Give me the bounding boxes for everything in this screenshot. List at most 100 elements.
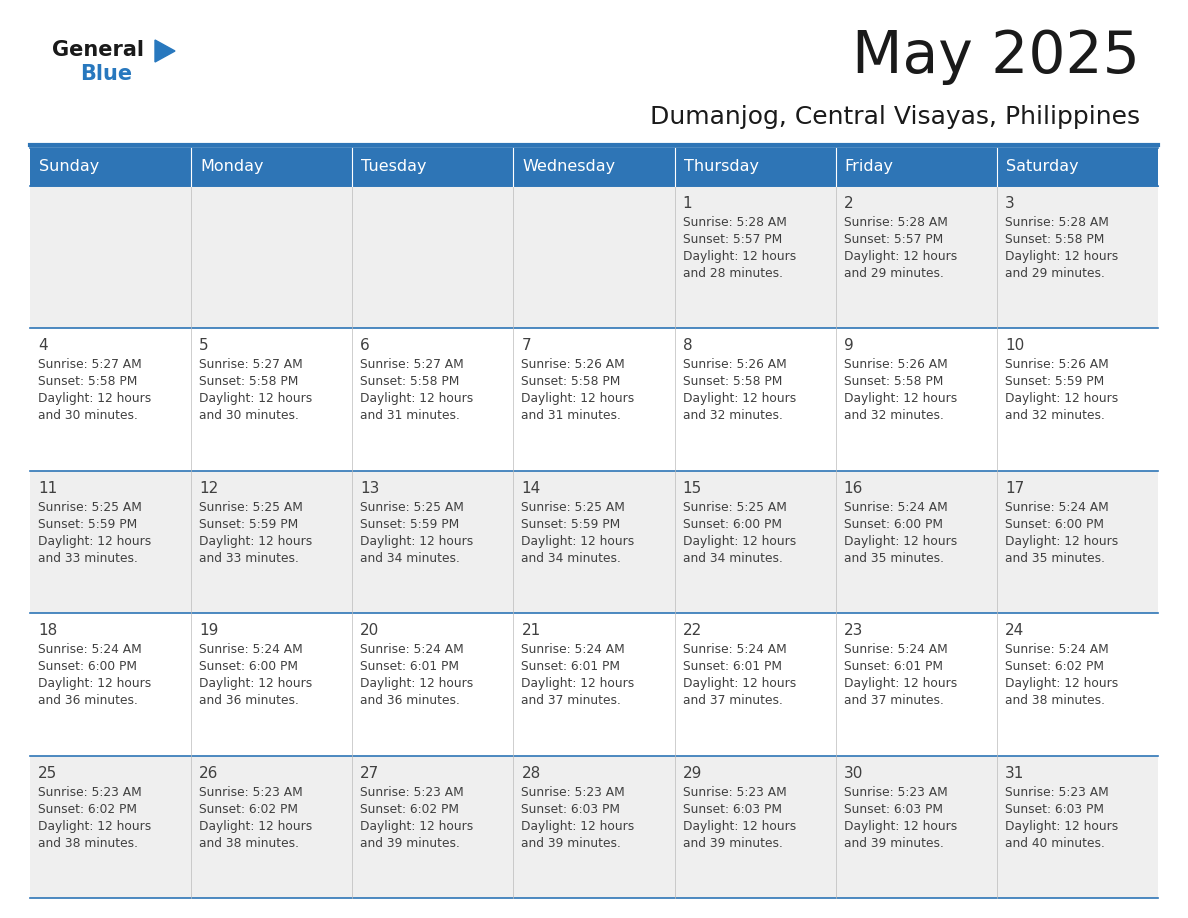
Text: 15: 15 (683, 481, 702, 496)
Text: Sunset: 5:59 PM: Sunset: 5:59 PM (200, 518, 298, 531)
Text: Sunset: 6:00 PM: Sunset: 6:00 PM (200, 660, 298, 673)
Bar (997, 186, 1158, 329)
Text: Sunrise: 5:26 AM: Sunrise: 5:26 AM (522, 358, 625, 372)
Text: Sunrise: 5:24 AM: Sunrise: 5:24 AM (683, 644, 786, 656)
Text: Sunset: 6:01 PM: Sunset: 6:01 PM (360, 660, 460, 673)
Text: Sunset: 5:59 PM: Sunset: 5:59 PM (38, 518, 138, 531)
Bar (835, 756, 997, 898)
Text: Sunrise: 5:23 AM: Sunrise: 5:23 AM (200, 786, 303, 799)
Text: Daylight: 12 hours: Daylight: 12 hours (522, 392, 634, 406)
Text: and 29 minutes.: and 29 minutes. (1005, 267, 1105, 280)
Text: Blue: Blue (80, 64, 132, 84)
Text: 14: 14 (522, 481, 541, 496)
Text: Daylight: 12 hours: Daylight: 12 hours (843, 250, 958, 263)
Bar (30, 471, 191, 613)
Text: Sunset: 6:02 PM: Sunset: 6:02 PM (38, 802, 137, 815)
Bar (353, 471, 513, 613)
Text: Sunrise: 5:28 AM: Sunrise: 5:28 AM (1005, 216, 1108, 229)
Text: 25: 25 (38, 766, 57, 780)
Text: Dumanjog, Central Visayas, Philippines: Dumanjog, Central Visayas, Philippines (650, 105, 1140, 129)
Text: Sunset: 6:03 PM: Sunset: 6:03 PM (683, 802, 782, 815)
Bar (513, 329, 675, 471)
Text: and 39 minutes.: and 39 minutes. (843, 836, 943, 849)
Text: Daylight: 12 hours: Daylight: 12 hours (683, 392, 796, 406)
Text: 12: 12 (200, 481, 219, 496)
Text: Sunrise: 5:28 AM: Sunrise: 5:28 AM (683, 216, 786, 229)
Text: Sunrise: 5:24 AM: Sunrise: 5:24 AM (843, 501, 948, 514)
Bar (353, 613, 513, 756)
Text: Sunrise: 5:23 AM: Sunrise: 5:23 AM (843, 786, 948, 799)
Text: Friday: Friday (845, 160, 893, 174)
Text: 9: 9 (843, 339, 853, 353)
Text: Daylight: 12 hours: Daylight: 12 hours (1005, 392, 1118, 406)
Bar (997, 148, 1158, 186)
Text: 31: 31 (1005, 766, 1024, 780)
Text: Sunset: 6:01 PM: Sunset: 6:01 PM (522, 660, 620, 673)
Text: Daylight: 12 hours: Daylight: 12 hours (1005, 535, 1118, 548)
Bar (353, 329, 513, 471)
Text: Daylight: 12 hours: Daylight: 12 hours (683, 535, 796, 548)
Text: 1: 1 (683, 196, 693, 211)
Text: 19: 19 (200, 623, 219, 638)
Text: Sunset: 5:59 PM: Sunset: 5:59 PM (360, 518, 460, 531)
Text: Sunset: 5:58 PM: Sunset: 5:58 PM (1005, 233, 1104, 246)
Bar (835, 329, 997, 471)
Bar (513, 471, 675, 613)
Text: Sunset: 6:03 PM: Sunset: 6:03 PM (1005, 802, 1104, 815)
Bar (675, 186, 835, 329)
Text: Sunrise: 5:23 AM: Sunrise: 5:23 AM (683, 786, 786, 799)
Text: and 36 minutes.: and 36 minutes. (38, 694, 138, 707)
Text: Sunset: 6:02 PM: Sunset: 6:02 PM (200, 802, 298, 815)
Text: and 37 minutes.: and 37 minutes. (522, 694, 621, 707)
Text: Sunrise: 5:27 AM: Sunrise: 5:27 AM (38, 358, 141, 372)
Text: 4: 4 (38, 339, 48, 353)
Text: Sunrise: 5:24 AM: Sunrise: 5:24 AM (843, 644, 948, 656)
Text: and 31 minutes.: and 31 minutes. (360, 409, 460, 422)
Text: 28: 28 (522, 766, 541, 780)
Text: Daylight: 12 hours: Daylight: 12 hours (38, 535, 151, 548)
Text: Sunset: 5:59 PM: Sunset: 5:59 PM (1005, 375, 1104, 388)
Text: Sunset: 5:58 PM: Sunset: 5:58 PM (200, 375, 298, 388)
Text: Sunrise: 5:28 AM: Sunrise: 5:28 AM (843, 216, 948, 229)
Text: Daylight: 12 hours: Daylight: 12 hours (1005, 250, 1118, 263)
Text: 2: 2 (843, 196, 853, 211)
Text: Sunrise: 5:24 AM: Sunrise: 5:24 AM (360, 644, 465, 656)
Polygon shape (154, 40, 175, 62)
Bar (513, 186, 675, 329)
Text: Daylight: 12 hours: Daylight: 12 hours (1005, 820, 1118, 833)
Text: Daylight: 12 hours: Daylight: 12 hours (522, 820, 634, 833)
Text: and 32 minutes.: and 32 minutes. (1005, 409, 1105, 422)
Text: and 30 minutes.: and 30 minutes. (38, 409, 138, 422)
Text: Sunrise: 5:24 AM: Sunrise: 5:24 AM (38, 644, 141, 656)
Text: Daylight: 12 hours: Daylight: 12 hours (683, 820, 796, 833)
Text: Sunrise: 5:25 AM: Sunrise: 5:25 AM (522, 501, 625, 514)
Text: and 32 minutes.: and 32 minutes. (843, 409, 943, 422)
Text: Sunrise: 5:25 AM: Sunrise: 5:25 AM (360, 501, 465, 514)
Bar (675, 471, 835, 613)
Text: Daylight: 12 hours: Daylight: 12 hours (360, 820, 474, 833)
Text: Sunrise: 5:24 AM: Sunrise: 5:24 AM (200, 644, 303, 656)
Text: Saturday: Saturday (1006, 160, 1079, 174)
Bar (835, 186, 997, 329)
Text: and 33 minutes.: and 33 minutes. (200, 552, 299, 565)
Text: and 35 minutes.: and 35 minutes. (1005, 552, 1105, 565)
Text: Sunrise: 5:26 AM: Sunrise: 5:26 AM (683, 358, 786, 372)
Text: Daylight: 12 hours: Daylight: 12 hours (360, 535, 474, 548)
Text: Sunset: 6:03 PM: Sunset: 6:03 PM (843, 802, 943, 815)
Text: Sunset: 6:00 PM: Sunset: 6:00 PM (38, 660, 137, 673)
Bar (997, 613, 1158, 756)
Text: 18: 18 (38, 623, 57, 638)
Text: Sunrise: 5:23 AM: Sunrise: 5:23 AM (38, 786, 141, 799)
Text: Sunday: Sunday (39, 160, 100, 174)
Text: 10: 10 (1005, 339, 1024, 353)
Bar (513, 148, 675, 186)
Text: General: General (52, 40, 144, 60)
Text: and 37 minutes.: and 37 minutes. (843, 694, 943, 707)
Text: and 34 minutes.: and 34 minutes. (522, 552, 621, 565)
Text: and 33 minutes.: and 33 minutes. (38, 552, 138, 565)
Text: Sunset: 5:58 PM: Sunset: 5:58 PM (522, 375, 621, 388)
Text: 6: 6 (360, 339, 369, 353)
Text: Sunrise: 5:24 AM: Sunrise: 5:24 AM (1005, 644, 1108, 656)
Bar (353, 186, 513, 329)
Text: Daylight: 12 hours: Daylight: 12 hours (200, 392, 312, 406)
